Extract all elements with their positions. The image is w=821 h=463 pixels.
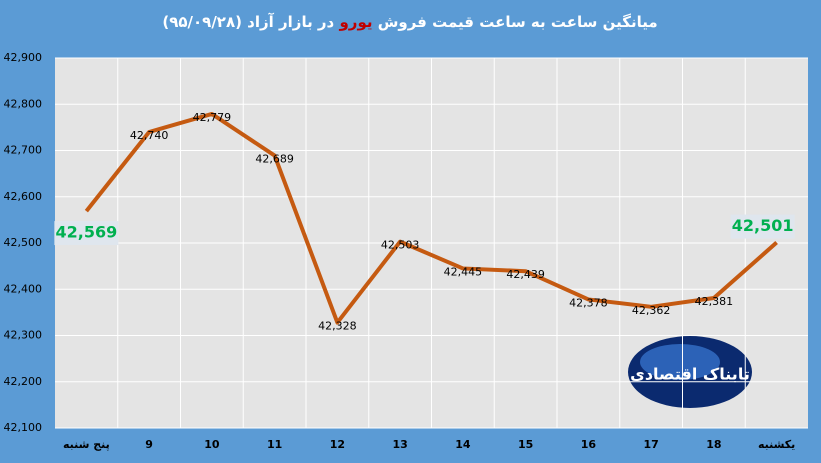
x-tick-label: 15 bbox=[518, 438, 533, 451]
x-tick-label: 14 bbox=[455, 438, 471, 451]
y-tick-label: 42,100 bbox=[4, 421, 43, 434]
chart-title: میانگین ساعت به ساعت قیمت فروش یورو در ب… bbox=[162, 13, 657, 31]
y-tick-label: 42,700 bbox=[4, 144, 43, 157]
watermark: تابناک اقتصادی bbox=[630, 365, 750, 384]
y-tick-label: 42,800 bbox=[4, 97, 43, 110]
title-part: یورو bbox=[338, 13, 372, 31]
value-label: 42,445 bbox=[444, 265, 483, 278]
label-box bbox=[54, 221, 119, 246]
value-label: 42,501 bbox=[732, 216, 794, 235]
value-label: 42,328 bbox=[318, 320, 357, 333]
logo bbox=[628, 336, 752, 408]
value-label: 42,569 bbox=[56, 223, 118, 242]
y-tick-label: 42,600 bbox=[4, 190, 43, 203]
x-tick-label: 9 bbox=[145, 438, 153, 451]
y-tick-label: 42,500 bbox=[4, 236, 43, 249]
y-tick-label: 42,300 bbox=[4, 329, 43, 342]
value-label: 42,503 bbox=[381, 239, 420, 252]
x-tick-label: 13 bbox=[392, 438, 407, 451]
value-label: 42,689 bbox=[255, 153, 294, 166]
x-tick-label: 16 bbox=[581, 438, 597, 451]
y-tick-label: 42,900 bbox=[4, 51, 43, 64]
x-tick-label: 11 bbox=[267, 438, 282, 451]
y-tick-label: 42,400 bbox=[4, 282, 43, 295]
x-tick-label: 10 bbox=[204, 438, 220, 451]
series-line bbox=[84, 111, 778, 325]
value-label: 42,740 bbox=[130, 129, 169, 142]
value-label: 42,362 bbox=[632, 304, 671, 317]
y-tick-label: 42,200 bbox=[4, 375, 43, 388]
title-part: در بازار آزاد (۹۵/۰۹/۲۸) bbox=[162, 13, 339, 31]
label-box bbox=[730, 214, 795, 239]
value-label: 42,779 bbox=[193, 111, 232, 124]
x-tick-label: پنج شنبه bbox=[63, 438, 110, 451]
value-label: 42,378 bbox=[569, 296, 608, 309]
x-tick-label: یکشنبه bbox=[758, 438, 795, 451]
x-tick-label: 18 bbox=[706, 438, 721, 451]
logo-glow bbox=[640, 344, 720, 380]
x-tick-label: 12 bbox=[330, 438, 345, 451]
value-label: 42,439 bbox=[506, 268, 545, 281]
value-label: 42,381 bbox=[695, 295, 734, 308]
x-tick-label: 17 bbox=[643, 438, 658, 451]
title-part: میانگین ساعت به ساعت قیمت فروش bbox=[372, 13, 657, 31]
